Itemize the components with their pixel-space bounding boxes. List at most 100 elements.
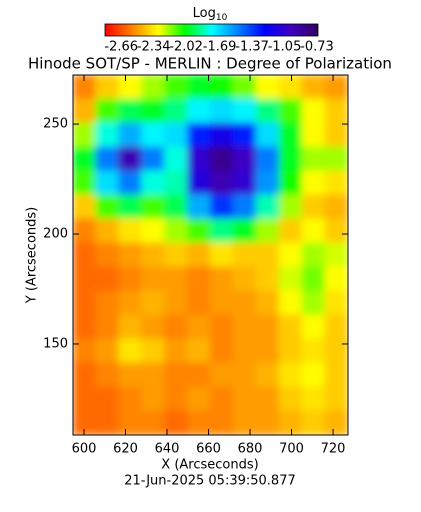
heatmap-cell xyxy=(255,242,280,268)
heatmap-cell xyxy=(95,386,120,412)
colorbar-tick-label: -2.02 xyxy=(169,40,203,55)
heatmap-cell xyxy=(210,75,234,100)
heatmap-cell xyxy=(255,338,280,364)
heatmap-cell xyxy=(187,266,211,292)
heatmap-cell xyxy=(278,122,303,148)
heatmap-cell xyxy=(301,98,326,124)
heatmap-cell xyxy=(141,314,166,340)
heatmap-cell xyxy=(324,122,348,148)
heatmap-cell xyxy=(301,122,326,148)
colorbar-label-text: Log xyxy=(193,6,216,21)
heatmap-cell xyxy=(141,146,166,172)
heatmap-cell xyxy=(210,98,234,124)
heatmap-cell xyxy=(118,338,143,364)
heatmap-cell xyxy=(95,242,120,268)
heatmap-cell xyxy=(118,410,143,435)
heatmap-cell xyxy=(164,338,189,364)
heatmap-cell xyxy=(73,386,97,412)
heatmap-cell xyxy=(232,122,257,148)
heatmap-cell xyxy=(210,410,234,435)
heatmap-cell xyxy=(301,338,326,364)
heatmap-cell xyxy=(232,266,257,292)
heatmap-cell xyxy=(210,242,234,268)
heatmap-cell xyxy=(255,170,280,196)
heatmap-cell xyxy=(210,386,234,412)
heatmap-clip xyxy=(73,75,348,435)
colorbar-tick-label: -1.69 xyxy=(203,40,237,55)
heatmap-cell xyxy=(141,290,166,316)
heatmap-cell xyxy=(278,410,303,435)
heatmap-cell xyxy=(324,98,348,124)
colorbar-label-sub: 10 xyxy=(216,13,228,23)
heatmap-cell xyxy=(301,362,326,388)
heatmap-cell xyxy=(118,194,143,220)
heatmap-cell xyxy=(210,194,234,220)
heatmap-cell xyxy=(164,146,189,172)
colorbar-label: Log10 xyxy=(193,6,228,23)
heatmap-cell xyxy=(141,98,166,124)
heatmap-cell xyxy=(118,362,143,388)
x-tick-label: 620 xyxy=(113,442,138,457)
x-tick-label: 600 xyxy=(72,442,97,457)
x-tick-label: 680 xyxy=(238,442,263,457)
heatmap-cell xyxy=(73,314,97,340)
heatmap-cell xyxy=(73,242,97,268)
heatmap-cell xyxy=(187,242,211,268)
heatmap-cell xyxy=(210,266,234,292)
heatmap-cell xyxy=(73,218,97,244)
heatmap-cell xyxy=(73,122,97,148)
heatmap-cell xyxy=(324,362,348,388)
heatmap-cell xyxy=(278,314,303,340)
heatmap-cell xyxy=(210,314,234,340)
heatmap-cell xyxy=(278,75,303,100)
heatmap-cell xyxy=(324,218,348,244)
heatmap-cell xyxy=(164,410,189,435)
heatmap-cell xyxy=(232,338,257,364)
colorbar-tick-label: -1.05 xyxy=(268,40,302,55)
heatmap-cell xyxy=(232,218,257,244)
heatmap-cell xyxy=(73,266,97,292)
heatmap-cell xyxy=(118,290,143,316)
heatmap-cell xyxy=(95,410,120,435)
heatmap-cell xyxy=(301,266,326,292)
heatmap-cell xyxy=(118,75,143,100)
heatmap-cell xyxy=(187,314,211,340)
chart-title: Hinode SOT/SP - MERLIN : Degree of Polar… xyxy=(28,55,392,73)
heatmap-cell xyxy=(255,290,280,316)
heatmap-cell xyxy=(301,290,326,316)
heatmap-cell xyxy=(301,386,326,412)
heatmap-cell xyxy=(324,75,348,100)
heatmap-cell xyxy=(301,194,326,220)
heatmap-cell xyxy=(95,98,120,124)
colorbar-tick-label: -1.37 xyxy=(235,40,269,55)
heatmap-cell xyxy=(187,386,211,412)
heatmap-cell xyxy=(118,98,143,124)
heatmap-cell xyxy=(118,146,143,172)
heatmap-cell xyxy=(232,170,257,196)
heatmap-cell xyxy=(324,266,348,292)
heatmap-cell xyxy=(255,362,280,388)
heatmap-cell xyxy=(95,362,120,388)
heatmap-cell xyxy=(73,290,97,316)
heatmap-cell xyxy=(141,338,166,364)
heatmap-cell xyxy=(118,122,143,148)
heatmap-cell xyxy=(187,338,211,364)
heatmap-cell xyxy=(210,362,234,388)
heatmap-cell xyxy=(210,122,234,148)
heatmap-cell xyxy=(232,290,257,316)
x-axis-label: X (Arcseconds) xyxy=(161,458,258,473)
heatmap-cell xyxy=(210,170,234,196)
y-tick-label: 150 xyxy=(43,336,68,351)
heatmap-cell xyxy=(324,386,348,412)
heatmap-cell xyxy=(255,218,280,244)
heatmap-cell xyxy=(255,146,280,172)
heatmap-cell xyxy=(187,410,211,435)
heatmap-cell xyxy=(255,266,280,292)
heatmap-cell xyxy=(278,266,303,292)
heatmap-cell xyxy=(278,218,303,244)
heatmap-cell xyxy=(73,362,97,388)
heatmap-cell xyxy=(164,242,189,268)
heatmap-cell xyxy=(301,314,326,340)
heatmap-cell xyxy=(118,314,143,340)
